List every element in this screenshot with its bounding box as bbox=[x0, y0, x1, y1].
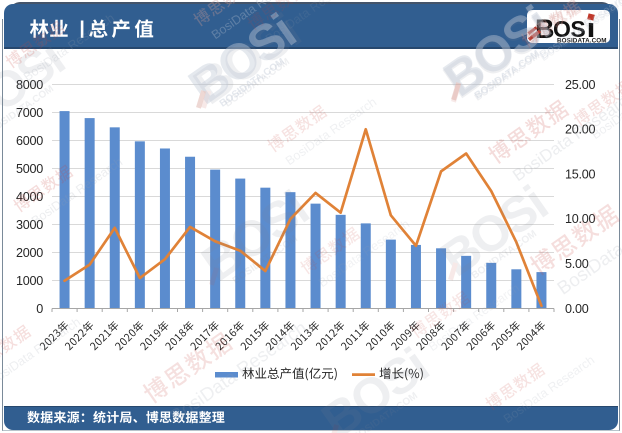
svg-text:0: 0 bbox=[36, 302, 43, 316]
svg-text:BOSIDATA.COM: BOSIDATA.COM bbox=[557, 38, 607, 45]
svg-text:2000: 2000 bbox=[16, 246, 43, 260]
svg-text:7000: 7000 bbox=[16, 106, 43, 120]
svg-text:BosiData Research: BosiData Research bbox=[166, 317, 310, 427]
svg-text:1000: 1000 bbox=[16, 274, 43, 288]
svg-text:15.00: 15.00 bbox=[565, 167, 596, 181]
svg-text:10.00: 10.00 bbox=[565, 212, 596, 226]
svg-text:6000: 6000 bbox=[16, 134, 43, 148]
svg-text:BosiData Research: BosiData Research bbox=[0, 315, 83, 388]
svg-text:B: B bbox=[535, 14, 555, 44]
svg-text:BosiData Research: BosiData Research bbox=[553, 189, 622, 299]
svg-text:BosiData Research: BosiData Research bbox=[501, 353, 597, 426]
svg-text:25.00: 25.00 bbox=[565, 78, 596, 92]
svg-text:20.00: 20.00 bbox=[565, 123, 596, 137]
svg-text:4000: 4000 bbox=[16, 190, 43, 204]
svg-text:8000: 8000 bbox=[16, 78, 43, 92]
svg-text:5000: 5000 bbox=[16, 162, 43, 176]
svg-text:OS: OS bbox=[553, 16, 585, 42]
svg-text:0.00: 0.00 bbox=[565, 302, 589, 316]
svg-text:3000: 3000 bbox=[16, 218, 43, 232]
svg-text:5.00: 5.00 bbox=[565, 257, 589, 271]
